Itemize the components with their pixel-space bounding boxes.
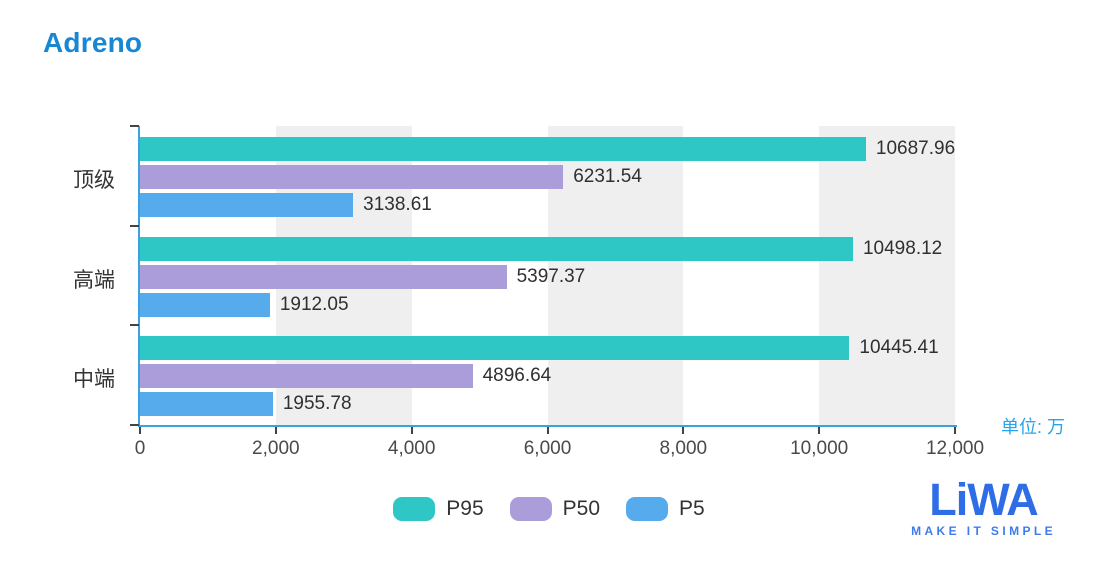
grid-band — [819, 126, 955, 425]
x-axis-label: 10,000 — [790, 438, 849, 459]
x-axis-tick — [682, 427, 685, 434]
legend-swatch-p5 — [626, 497, 669, 521]
bar-p95-1[interactable] — [140, 137, 866, 161]
liwa-logo: LiWA MAKE IT SIMPLE — [911, 474, 1056, 539]
bar-p50-3[interactable] — [140, 364, 473, 389]
logo-tagline: MAKE IT SIMPLE — [911, 524, 1056, 538]
plot-area: 10687.96 6231.54 3138.61 10498.12 5397.37 191… — [140, 126, 955, 425]
x-axis-label: 2,000 — [252, 438, 300, 459]
legend-label: P50 — [562, 497, 601, 520]
bar-value-label: 10687.96 — [875, 138, 956, 159]
logo-text: LiWA — [929, 474, 1038, 525]
bar-p50-1[interactable] — [140, 165, 564, 189]
legend: P95 P50 P5 — [0, 497, 1098, 521]
bar-value-label: 10445.41 — [859, 337, 939, 359]
x-axis-tick — [274, 427, 277, 434]
x-axis-tick — [546, 427, 549, 434]
x-axis-tick — [954, 427, 956, 434]
y-axis-tick — [130, 224, 139, 227]
bar-p95-3[interactable] — [140, 336, 850, 361]
x-axis-label: 0 — [134, 438, 146, 459]
legend-swatch-p50 — [509, 497, 552, 521]
legend-item-p50[interactable]: P50 — [509, 497, 601, 521]
bar-p95-2[interactable] — [140, 236, 853, 261]
legend-swatch-p95 — [393, 497, 436, 521]
x-axis-label: 8,000 — [659, 438, 708, 459]
legend-item-p5[interactable]: P5 — [626, 497, 705, 521]
y-axis-tick — [130, 324, 139, 327]
x-axis-tick — [410, 427, 413, 434]
bar-value-label: 10498.12 — [862, 237, 943, 259]
bar-p5-1[interactable] — [140, 193, 354, 217]
x-axis-label: 6,000 — [523, 438, 572, 459]
category-label-3: 中端 — [73, 368, 115, 392]
category-label-2: 高端 — [73, 268, 115, 292]
legend-item-p95[interactable]: P95 — [393, 497, 484, 521]
bar-value-label: 5397.37 — [516, 265, 586, 287]
x-axis-label: 12,000 — [925, 438, 985, 459]
bar-value-label: 1955.78 — [282, 393, 352, 415]
bar-p50-2[interactable] — [140, 264, 507, 289]
bar-value-label: 4896.64 — [482, 365, 552, 387]
bar-p5-3[interactable] — [140, 392, 273, 417]
legend-label: P95 — [446, 497, 484, 520]
category-label-1: 顶级 — [73, 168, 115, 192]
legend-label: P5 — [679, 497, 705, 520]
bar-p5-2[interactable] — [140, 292, 270, 317]
bar-value-label: 6231.54 — [573, 166, 642, 187]
x-axis-tick — [139, 427, 141, 434]
y-axis-tick — [130, 424, 139, 426]
y-axis-line — [138, 126, 140, 426]
y-axis-tick — [130, 125, 139, 127]
bar-value-label: 1912.05 — [279, 293, 349, 315]
x-axis-tick — [818, 427, 821, 434]
bar-value-label: 3138.61 — [363, 194, 432, 215]
unit-label: 单位: 万 — [1000, 417, 1065, 437]
grid-band — [547, 126, 684, 425]
x-axis-line — [138, 425, 957, 427]
chart-title: Adreno — [43, 27, 143, 58]
x-axis-label: 4,000 — [387, 438, 436, 459]
